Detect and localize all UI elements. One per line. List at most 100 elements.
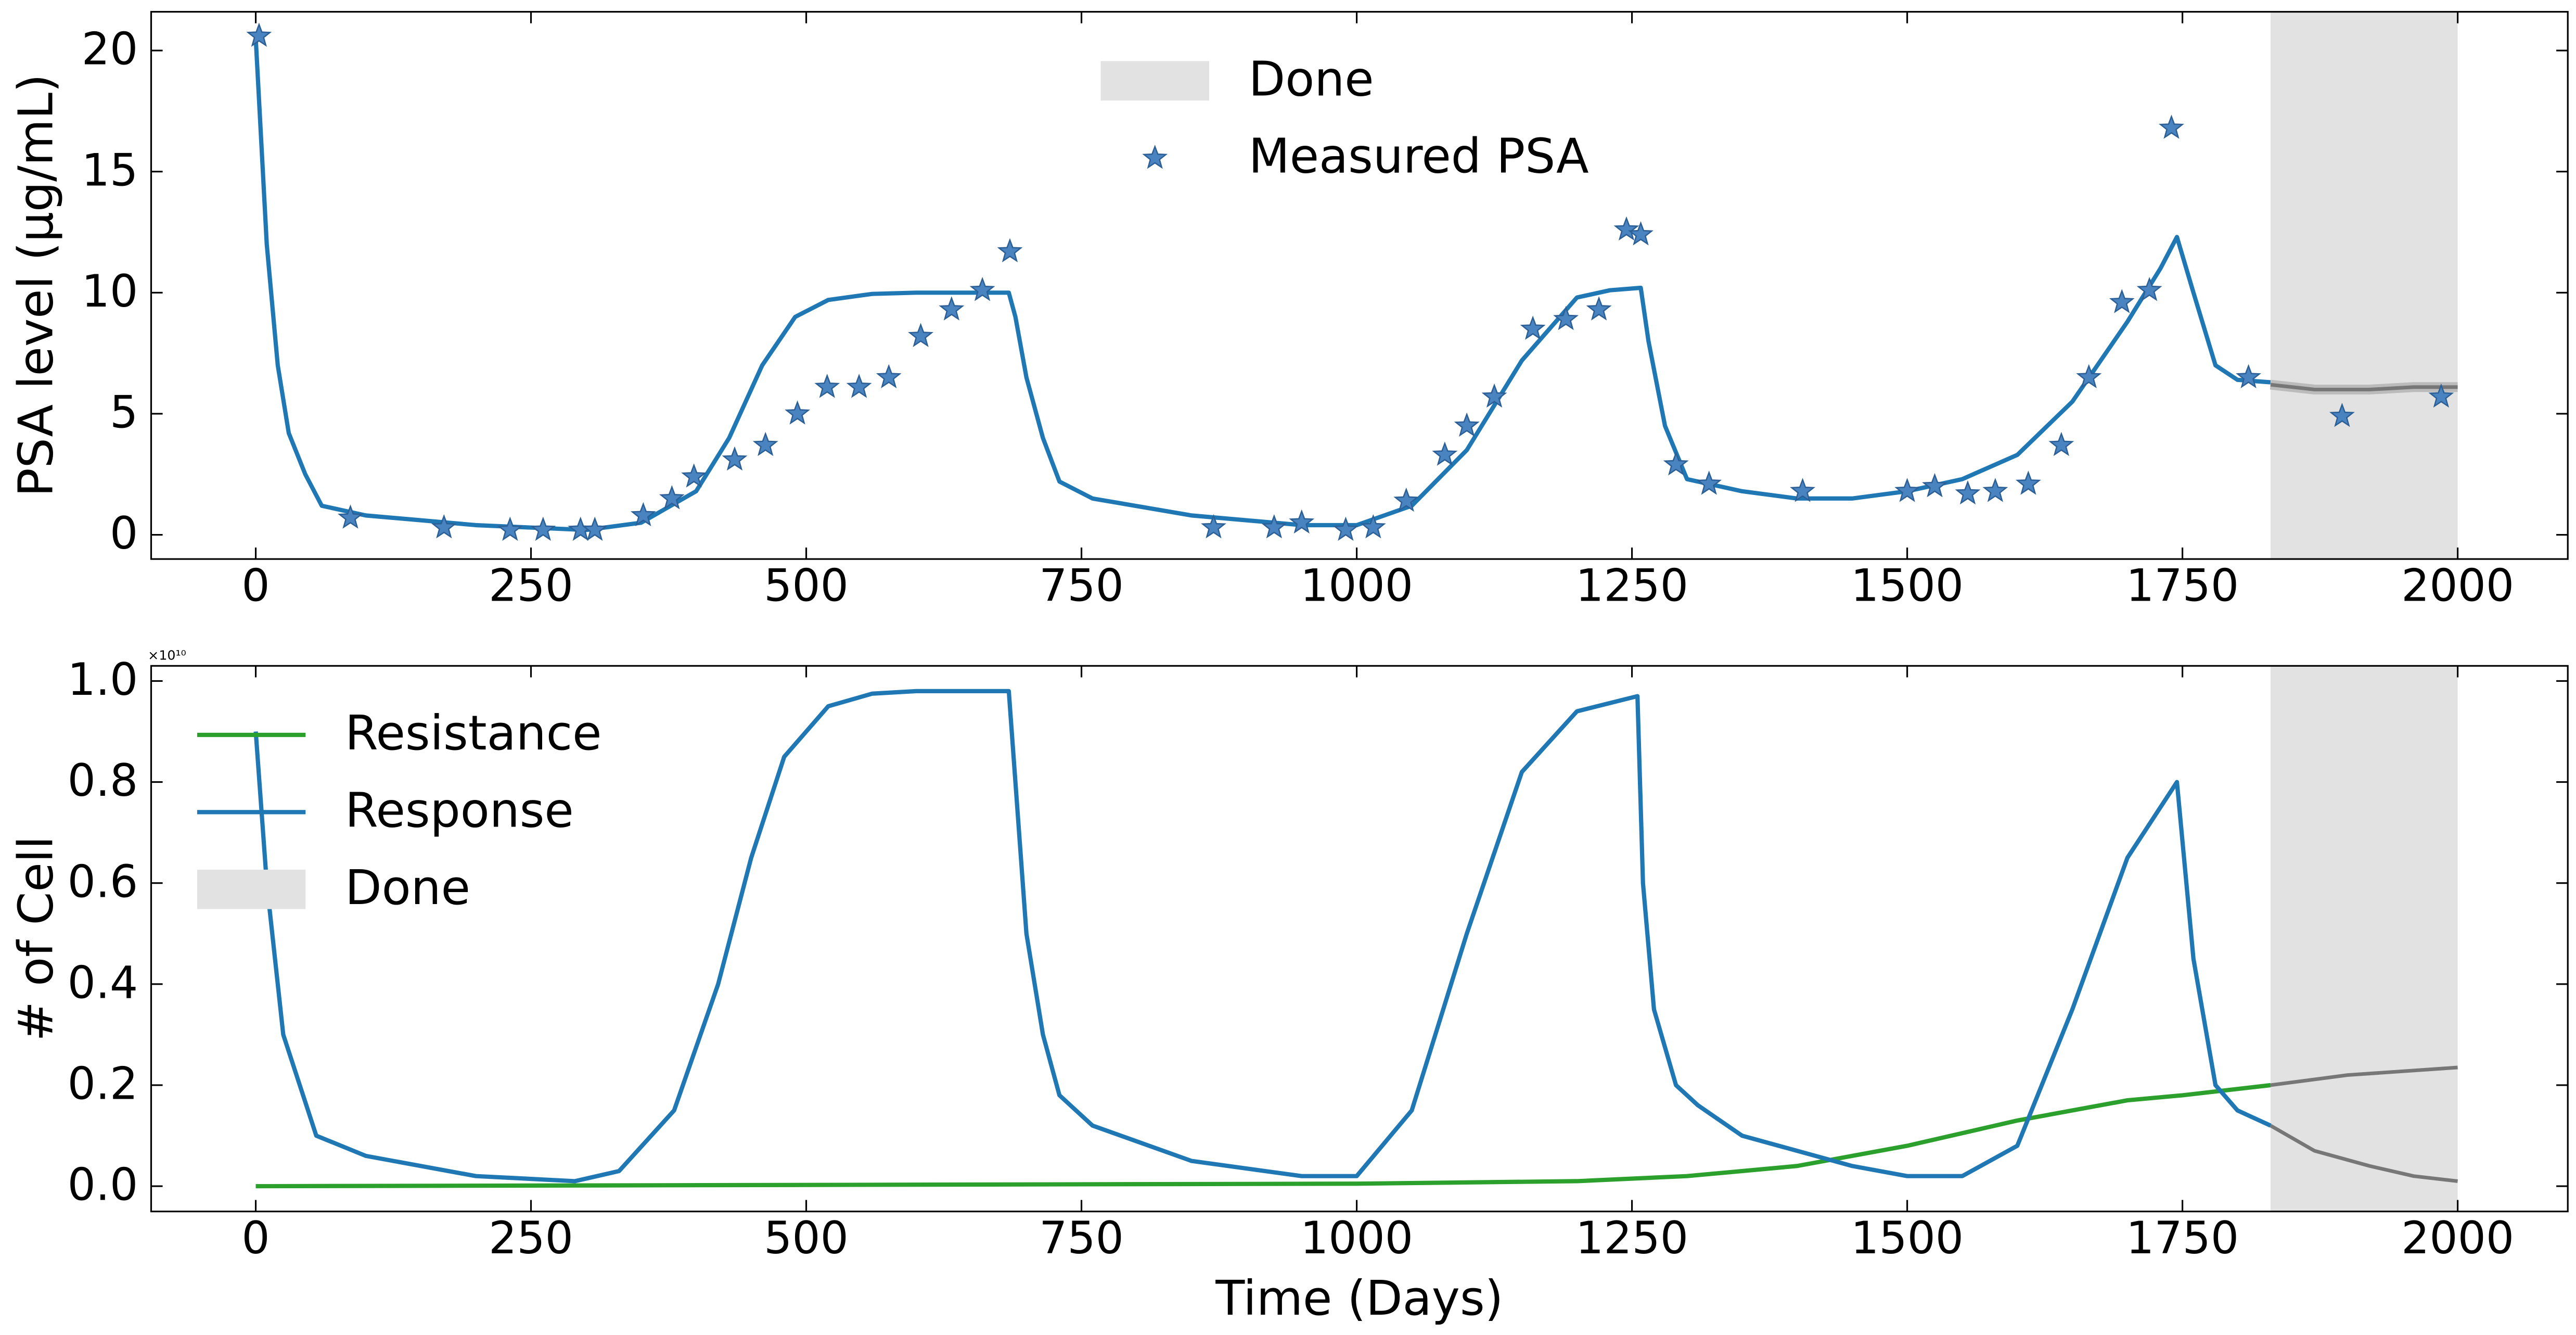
measured-point (630, 502, 656, 527)
y-tick-label: 0.0 (68, 1160, 138, 1211)
x-tick-label: 750 (1039, 560, 1124, 612)
y-tick-label: 0.2 (68, 1059, 138, 1110)
plot-area (253, 666, 2458, 1212)
done-span (2270, 11, 2458, 560)
legend-label: Resistance (345, 705, 601, 761)
measured-point (1663, 451, 1689, 476)
x-tick-label: 500 (764, 1213, 849, 1264)
x-tick-label: 1750 (2126, 560, 2239, 612)
x-tick-label: 2000 (2401, 1213, 2514, 1264)
measured-point (2015, 471, 2041, 495)
measured-point (814, 374, 840, 398)
measured-point (1553, 306, 1579, 330)
measured-point (1696, 471, 1722, 495)
measured-point (752, 431, 778, 456)
y-tick-label: 0.8 (68, 755, 138, 807)
measured-point (497, 516, 523, 541)
measured-point (338, 504, 363, 529)
y-axis-label: PSA level (μg/mL) (8, 74, 64, 497)
x-tick-label: 500 (764, 560, 849, 612)
axes-frame (150, 665, 2569, 1213)
measured-point (846, 374, 872, 398)
series-line (253, 689, 2272, 1184)
measured-point (997, 238, 1023, 263)
x-tick-label: 1500 (1851, 1213, 1964, 1264)
measured-point (659, 485, 685, 510)
measured-point (1790, 478, 1816, 502)
series-line (253, 38, 2271, 532)
legend: Done Measured PSA (1100, 51, 1589, 184)
y-tick-label: 10 (82, 266, 138, 317)
done-span (2270, 666, 2458, 1212)
measured-point (2158, 115, 2184, 139)
series-line (255, 1083, 2271, 1189)
measured-point (2109, 289, 2135, 313)
legend-star (1142, 144, 1168, 169)
measured-point (246, 22, 272, 47)
y-axis-label: # of Cell (8, 836, 64, 1041)
legend-label: Measured PSA (1249, 129, 1589, 184)
measured-point (876, 364, 902, 388)
y-tick-label: 20 (82, 24, 138, 75)
measured-point (939, 296, 965, 321)
x-tick-label: 2000 (2401, 560, 2514, 612)
measured-point (2136, 276, 2162, 301)
axes: 0 250 500 750 1000 1250 1500 1750 2000 0 5 10 15 20 PS… (8, 11, 2569, 612)
measured-point (1481, 383, 1507, 408)
y-tick-label: 1.0 (68, 654, 138, 706)
measured-point (2048, 431, 2074, 456)
x-tick-label: 1500 (1851, 560, 1964, 612)
measured-point (530, 516, 556, 541)
measured-point (1628, 221, 1654, 246)
legend-label: Done (1249, 51, 1374, 107)
measured-point (1289, 509, 1315, 534)
x-tick-label: 250 (489, 1213, 573, 1264)
measured-point (681, 463, 707, 488)
measured-point (2329, 402, 2355, 427)
legend-label: Response (345, 782, 574, 838)
x-tick-label: 0 (241, 1213, 270, 1264)
x-tick-label: 1750 (2126, 1213, 2239, 1264)
legend-patch (197, 869, 306, 909)
measured-point (1955, 480, 1981, 505)
plot-area (246, 11, 2458, 560)
measured-point (1586, 296, 1612, 321)
x-tick-label: 1250 (1575, 1213, 1688, 1264)
legend: Resistance Response Done (197, 705, 601, 916)
measured-point (2428, 383, 2454, 408)
measured-point (582, 516, 608, 541)
y-tick-label: 5 (110, 387, 138, 439)
measured-point (2076, 364, 2102, 388)
measured-point (1432, 441, 1458, 466)
measured-point (908, 323, 934, 347)
measured-point (722, 446, 748, 471)
x-tick-label: 1000 (1300, 560, 1413, 612)
forecast-line (2270, 383, 2458, 391)
measured-point (1922, 473, 1947, 498)
measured-point (1360, 514, 1386, 539)
measured-point (969, 276, 995, 301)
axes-frame (150, 11, 2569, 560)
measured-point (1393, 487, 1419, 512)
measured-point (785, 400, 811, 425)
measured-point (1261, 514, 1287, 539)
forecast-line (2270, 1124, 2458, 1183)
axes: 0 250 500 750 1000 1250 1500 1750 2000 0.0 0.2 0.4 0… (8, 647, 2569, 1326)
measured-point (2236, 364, 2262, 388)
y-tick-label: 0.4 (68, 957, 138, 1009)
legend-label: Done (345, 860, 470, 916)
y-tick-label: 0 (110, 508, 138, 560)
measured-point (1201, 514, 1226, 539)
x-tick-label: 250 (489, 560, 573, 612)
measured-point (1520, 315, 1546, 340)
measured-point (1982, 478, 2008, 502)
x-tick-label: 0 (241, 560, 270, 612)
measured-point (1454, 412, 1480, 437)
forecast-line (2270, 1065, 2458, 1087)
measured-point (1894, 478, 1920, 502)
x-axis-label: Time (Days) (1215, 1270, 1503, 1326)
x-tick-label: 750 (1039, 1213, 1124, 1264)
y-tick-label: 0.6 (68, 856, 138, 908)
